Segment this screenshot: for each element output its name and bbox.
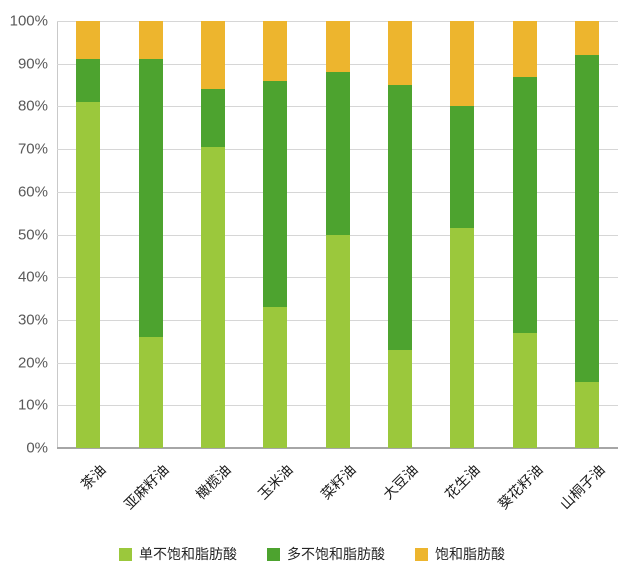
y-tick-label-80: 80%	[17, 97, 48, 115]
bar-segment-玉米油-饱和脂肪酸	[263, 21, 288, 81]
x-tick-label-花生油: 花生油	[441, 461, 483, 503]
legend-label: 多不饱和脂肪酸	[287, 546, 385, 562]
bar-segment-大豆油-饱和脂肪酸	[387, 21, 412, 86]
legend-label: 单不饱和脂肪酸	[139, 546, 237, 562]
legend-swatch-icon	[415, 547, 428, 561]
bar-segment-葵花籽油-单不饱和脂肪酸	[512, 332, 537, 448]
bar-花生油	[450, 21, 475, 448]
bar-segment-亚麻籽油-多不饱和脂肪酸	[138, 59, 163, 337]
bar-segment-葵花籽油-多不饱和脂肪酸	[512, 76, 537, 333]
bar-茶油	[76, 21, 101, 448]
y-tick-label-60: 60%	[17, 183, 48, 201]
bar-segment-大豆油-单不饱和脂肪酸	[387, 349, 412, 448]
y-tick-label-10: 10%	[17, 396, 48, 414]
bar-segment-山桐子油-多不饱和脂肪酸	[574, 55, 599, 382]
bar-segment-橄榄油-单不饱和脂肪酸	[200, 146, 225, 448]
x-tick-label-菜籽油: 菜籽油	[317, 461, 359, 503]
x-tick-label-大豆油: 大豆油	[379, 461, 421, 503]
bar-segment-橄榄油-饱和脂肪酸	[200, 21, 225, 90]
y-axis: 0% 10% 20% 30% 40% 50% 60% 70% 80% 90% 100%	[0, 13, 50, 457]
bar-segment-茶油-饱和脂肪酸	[76, 21, 101, 60]
x-tick-label-亚麻籽油: 亚麻籽油	[120, 461, 172, 513]
bar-segment-山桐子油-单不饱和脂肪酸	[574, 381, 599, 448]
legend-label: 饱和脂肪酸	[435, 546, 505, 562]
bar-玉米油	[263, 21, 288, 448]
bar-segment-菜籽油-饱和脂肪酸	[325, 21, 350, 73]
bar-segment-亚麻籽油-单不饱和脂肪酸	[138, 336, 163, 448]
bar-segment-葵花籽油-饱和脂肪酸	[512, 21, 537, 77]
legend-item-多不饱和脂肪酸: 多不饱和脂肪酸	[267, 544, 385, 564]
y-tick-label-20: 20%	[17, 354, 48, 372]
bar-segment-茶油-多不饱和脂肪酸	[76, 59, 101, 103]
bar-segment-茶油-单不饱和脂肪酸	[76, 102, 101, 448]
x-tick-label-茶油: 茶油	[77, 461, 109, 493]
bar-segment-山桐子油-饱和脂肪酸	[574, 21, 599, 56]
bar-葵花籽油	[512, 21, 537, 448]
bar-segment-花生油-单不饱和脂肪酸	[450, 228, 475, 448]
y-tick-label-40: 40%	[17, 268, 48, 286]
bar-segment-菜籽油-单不饱和脂肪酸	[325, 234, 350, 448]
legend-item-饱和脂肪酸: 饱和脂肪酸	[415, 544, 505, 564]
bar-菜籽油	[325, 21, 350, 448]
x-tick-label-橄榄油: 橄榄油	[192, 461, 234, 503]
bar-segment-花生油-多不饱和脂肪酸	[450, 106, 475, 229]
plot-area	[57, 21, 618, 449]
x-tick-label-玉米油: 玉米油	[254, 461, 296, 503]
legend-swatch-icon	[267, 547, 280, 561]
legend-item-单不饱和脂肪酸: 单不饱和脂肪酸	[119, 544, 237, 564]
bar-segment-玉米油-多不饱和脂肪酸	[263, 80, 288, 308]
x-tick-label-葵花籽油: 葵花籽油	[494, 461, 546, 513]
y-tick-label-50: 50%	[17, 226, 48, 243]
legend: 单不饱和脂肪酸 多不饱和脂肪酸 饱和脂肪酸	[0, 544, 624, 564]
x-axis-baseline	[57, 447, 618, 449]
y-tick-label-100: 100%	[9, 12, 48, 30]
bar-山桐子油	[574, 21, 599, 448]
y-tick-label-30: 30%	[17, 311, 48, 329]
bar-segment-玉米油-单不饱和脂肪酸	[263, 307, 288, 448]
bar-橄榄油	[200, 21, 225, 448]
bar-亚麻籽油	[138, 21, 163, 448]
x-axis-labels: 茶油 亚麻籽油 橄榄油 玉米油 菜籽油 大豆油 花生油 葵花籽油 山桐子油	[57, 454, 618, 534]
bar-segment-橄榄油-多不饱和脂肪酸	[200, 89, 225, 147]
bar-大豆油	[387, 21, 412, 448]
y-tick-label-0: 0%	[26, 439, 48, 457]
legend-swatch-icon	[119, 547, 132, 561]
bar-segment-菜籽油-多不饱和脂肪酸	[325, 72, 350, 235]
x-tick-label-山桐子油: 山桐子油	[556, 461, 608, 513]
bar-segment-大豆油-多不饱和脂肪酸	[387, 85, 412, 350]
y-tick-label-90: 90%	[17, 55, 48, 73]
y-tick-label-70: 70%	[17, 140, 48, 158]
bar-segment-花生油-饱和脂肪酸	[450, 21, 475, 107]
bar-segment-亚麻籽油-饱和脂肪酸	[138, 21, 163, 60]
